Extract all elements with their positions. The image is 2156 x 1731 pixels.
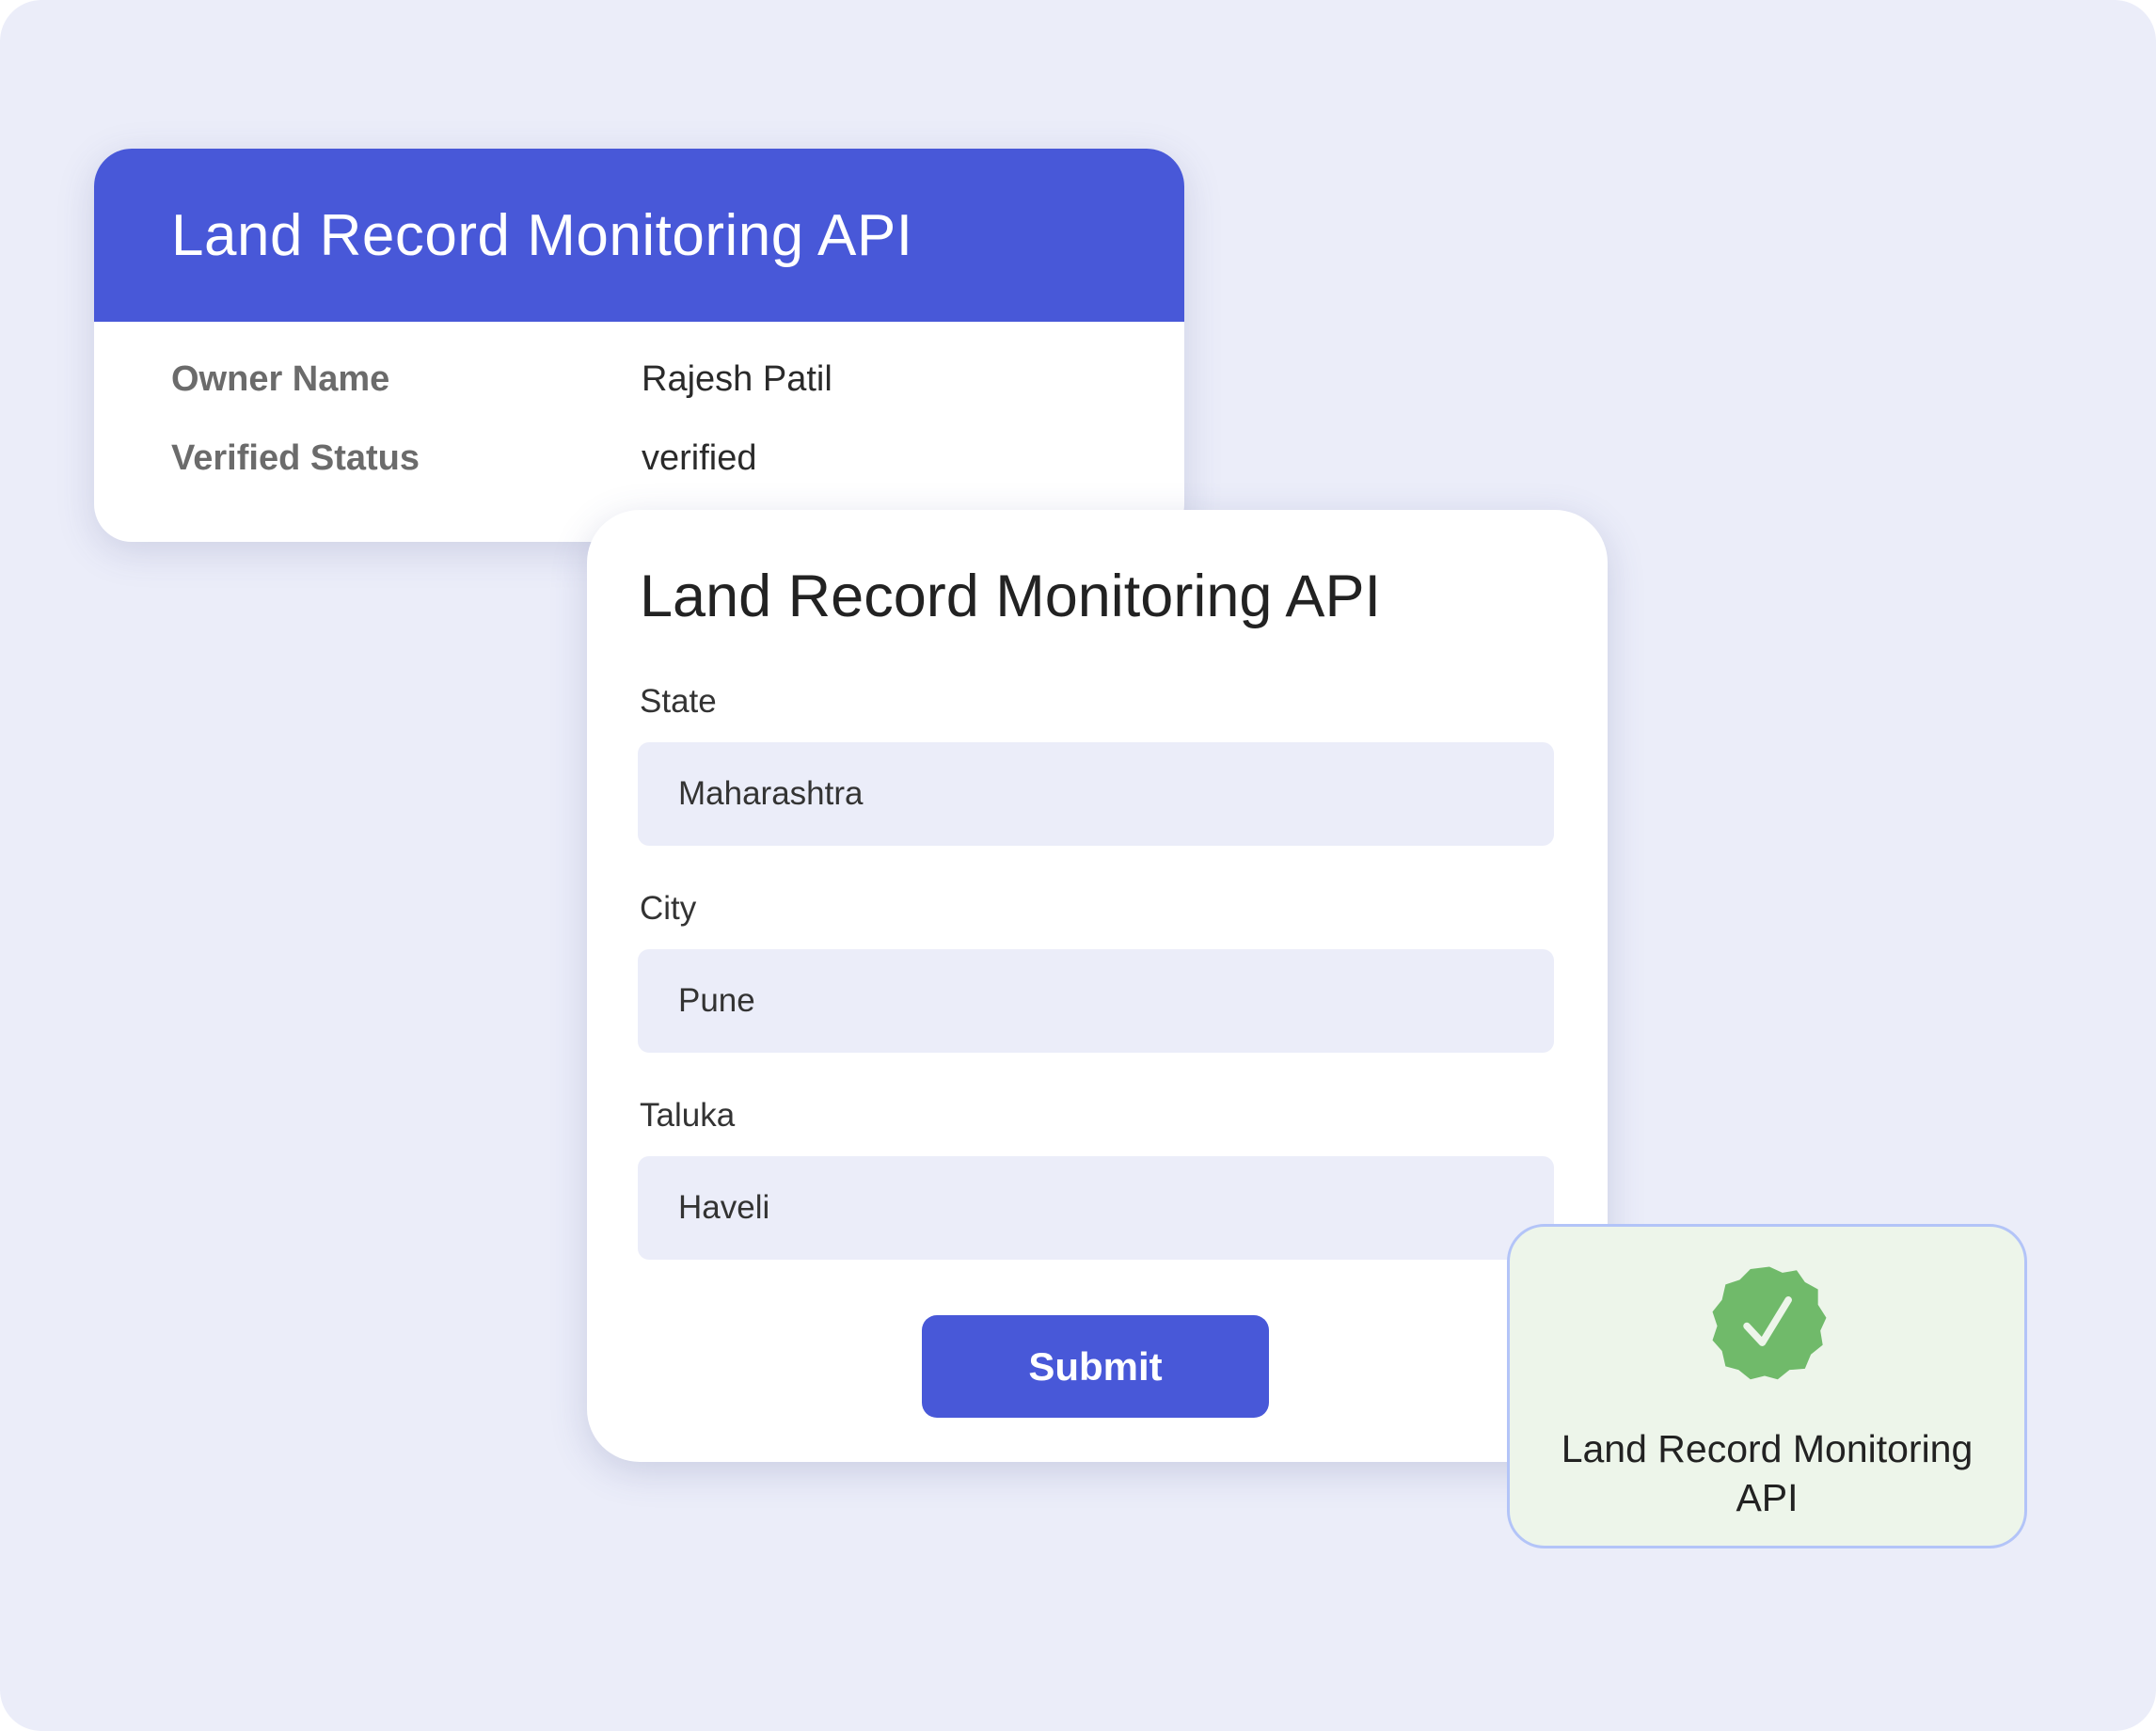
row-label: Verified Status <box>171 438 420 478</box>
verified-badge-icon <box>1712 1266 1827 1380</box>
state-input[interactable] <box>638 742 1554 846</box>
row-value: verified <box>642 438 757 478</box>
verified-card: Land Record Monitoring API <box>1507 1224 2027 1548</box>
record-card-header: Land Record Monitoring API <box>94 149 1184 322</box>
owner-name-row: Owner Name Rajesh Patil <box>171 359 832 400</box>
search-form-card: Land Record Monitoring API State City Ta… <box>587 510 1608 1462</box>
taluka-label: Taluka <box>640 1097 736 1134</box>
submit-button[interactable]: Submit <box>922 1315 1269 1418</box>
state-label: State <box>640 683 717 720</box>
city-label: City <box>640 890 697 927</box>
record-card-title: Land Record Monitoring API <box>171 202 913 268</box>
verified-status-row: Verified Status verified <box>171 438 757 479</box>
form-title: Land Record Monitoring API <box>640 564 1381 629</box>
row-value: Rajesh Patil <box>642 359 832 399</box>
record-result-card: Land Record Monitoring API Owner Name Ra… <box>94 149 1184 542</box>
city-input[interactable] <box>638 949 1554 1053</box>
taluka-input[interactable] <box>638 1156 1554 1260</box>
row-label: Owner Name <box>171 359 390 399</box>
verified-card-text: Land Record Monitoring API <box>1561 1427 1974 1519</box>
